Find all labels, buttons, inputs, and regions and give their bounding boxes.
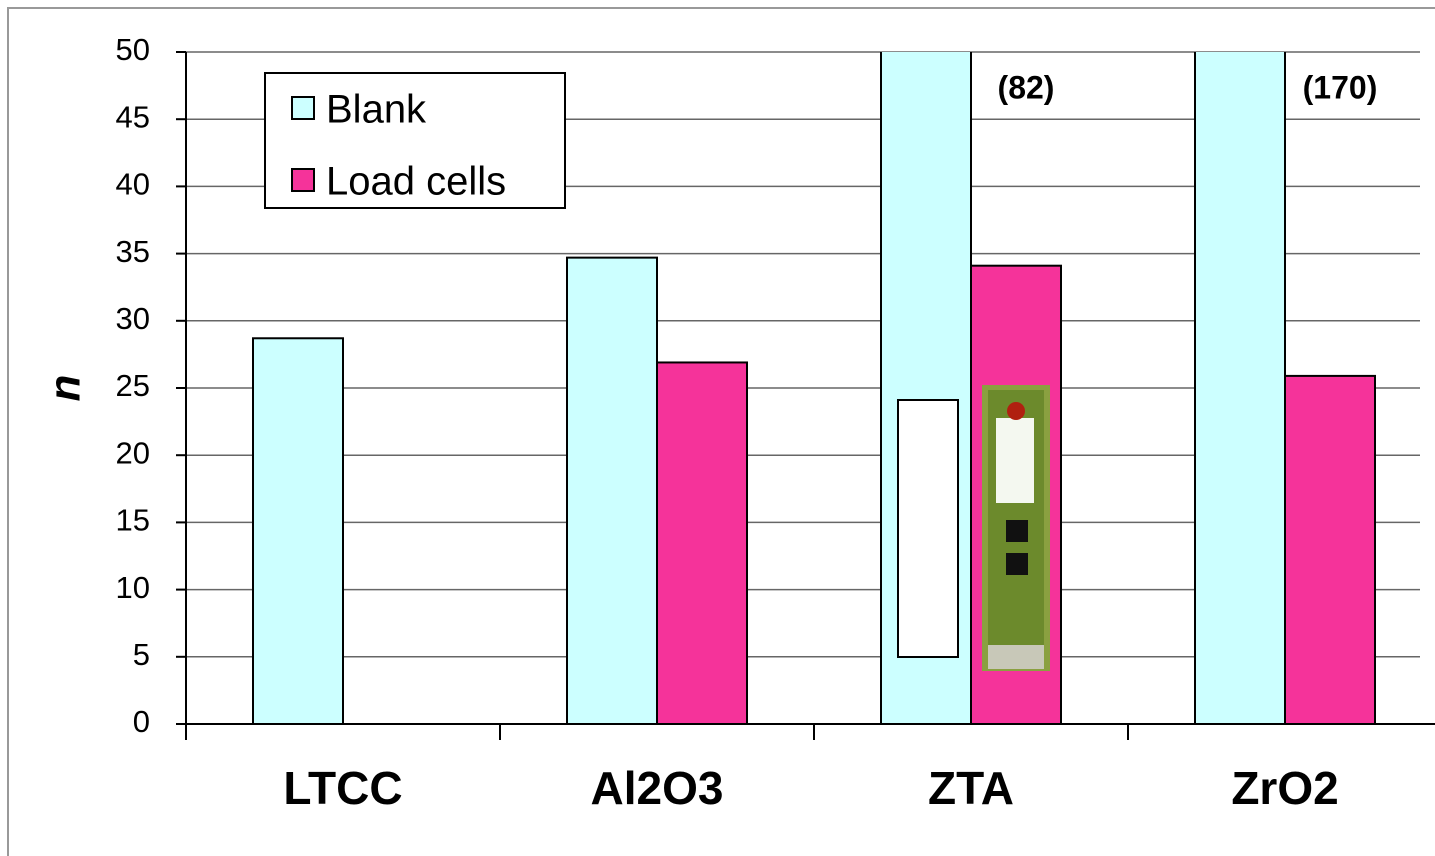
bar: [567, 258, 657, 724]
legend-label: Blank: [326, 88, 427, 132]
led: [1007, 402, 1025, 420]
y-tick-label: 35: [116, 234, 150, 269]
bar: [1195, 0, 1285, 724]
bar: [657, 362, 747, 724]
y-tick-label: 40: [116, 167, 150, 202]
chip: [1006, 520, 1028, 542]
y-tick-label: 50: [116, 32, 150, 67]
value-label: (82): [998, 69, 1055, 105]
y-tick-label: 15: [116, 503, 150, 538]
y-tick-label: 5: [133, 637, 150, 672]
x-tick-label: ZTA: [928, 762, 1014, 814]
x-tick-label: Al2O3: [591, 762, 724, 814]
y-tick-label: 0: [133, 704, 150, 739]
pads: [988, 645, 1044, 669]
gauge-area: [996, 418, 1034, 503]
y-tick-label: 45: [116, 99, 150, 134]
chart: n 0 5 10 15 20 25 30 35 40 45 50 LTCC Al2O3 ZTA ZrO2 (8…: [0, 0, 1435, 856]
y-tick-label: 20: [116, 435, 150, 470]
x-tick-label: LTCC: [283, 762, 402, 814]
legend-label: Load cells: [326, 160, 506, 204]
bar: [1285, 376, 1375, 724]
chip: [1006, 553, 1028, 575]
legend-swatch: [292, 169, 314, 191]
y-axis-label: n: [41, 375, 90, 402]
y-tick-label: 30: [116, 301, 150, 336]
y-tick-label: 10: [116, 570, 150, 605]
x-tick-label: ZrO2: [1231, 762, 1338, 814]
inset-frame: [898, 400, 958, 657]
y-tick-label: 25: [116, 368, 150, 403]
legend-swatch: [292, 97, 314, 119]
bar: [253, 338, 343, 724]
value-label: (170): [1303, 69, 1378, 105]
